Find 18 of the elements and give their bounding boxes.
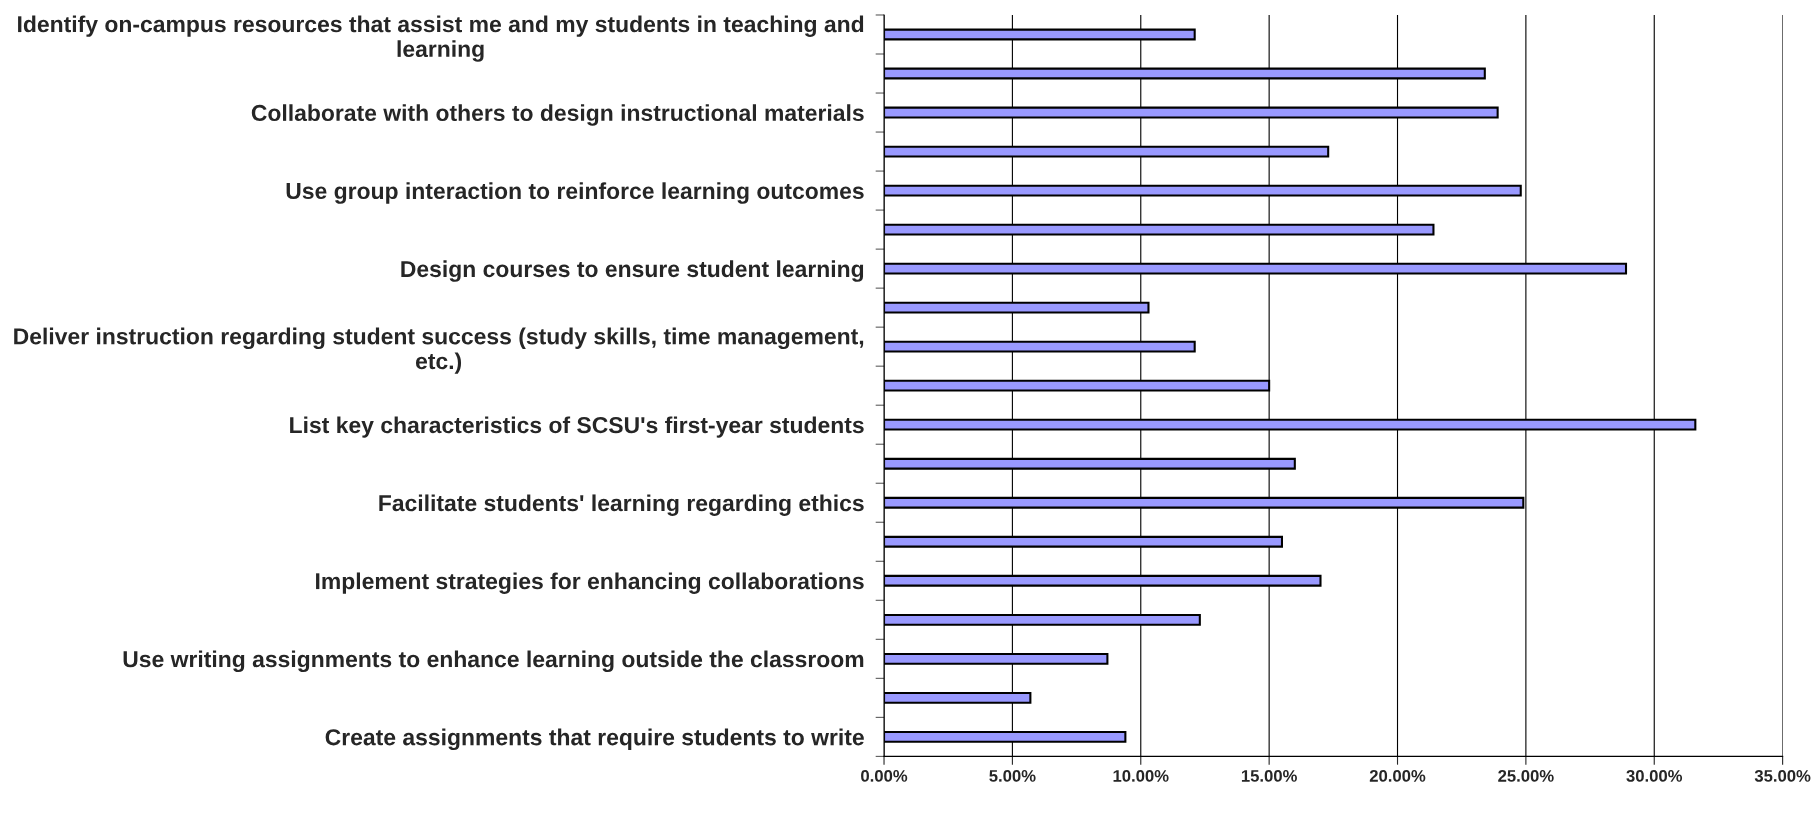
- x-tick-label: 15.00%: [1241, 770, 1297, 782]
- y-tick-label: List key characteristics of SCSU's first-year students: [290, 416, 864, 438]
- y-tick-label: Use group interaction to reinforce learning outcomes: [286, 182, 864, 204]
- x-tick-label: 0.00%: [861, 770, 908, 782]
- y-tick-label: Identify on-campus resources that assist me and my students in teaching and learning: [18, 15, 864, 62]
- y-tick-label: Collaborate with others to design instructional materials: [251, 104, 864, 126]
- y-tick-label: Design courses to ensure student learning: [401, 260, 864, 282]
- x-tick-label: 20.00%: [1369, 770, 1426, 782]
- x-tick-label: 30.00%: [1626, 770, 1683, 782]
- x-tick-label: 35.00%: [1754, 770, 1811, 782]
- y-tick-label: Deliver instruction regarding student success (study skills, time management, etc.): [14, 327, 864, 374]
- y-tick-label: Implement strategies for enhancing collaborations: [316, 572, 864, 594]
- y-tick-label: Create assignments that require students to write: [325, 728, 864, 751]
- x-tick-label: 25.00%: [1498, 770, 1554, 782]
- x-tick-label: 5.00%: [989, 770, 1036, 782]
- x-tick-label: 10.00%: [1113, 770, 1169, 782]
- y-tick-label: Facilitate students' learning regarding ethics: [379, 494, 864, 516]
- y-tick-label: Use writing assignments to enhance learning outside the classroom: [123, 650, 864, 672]
